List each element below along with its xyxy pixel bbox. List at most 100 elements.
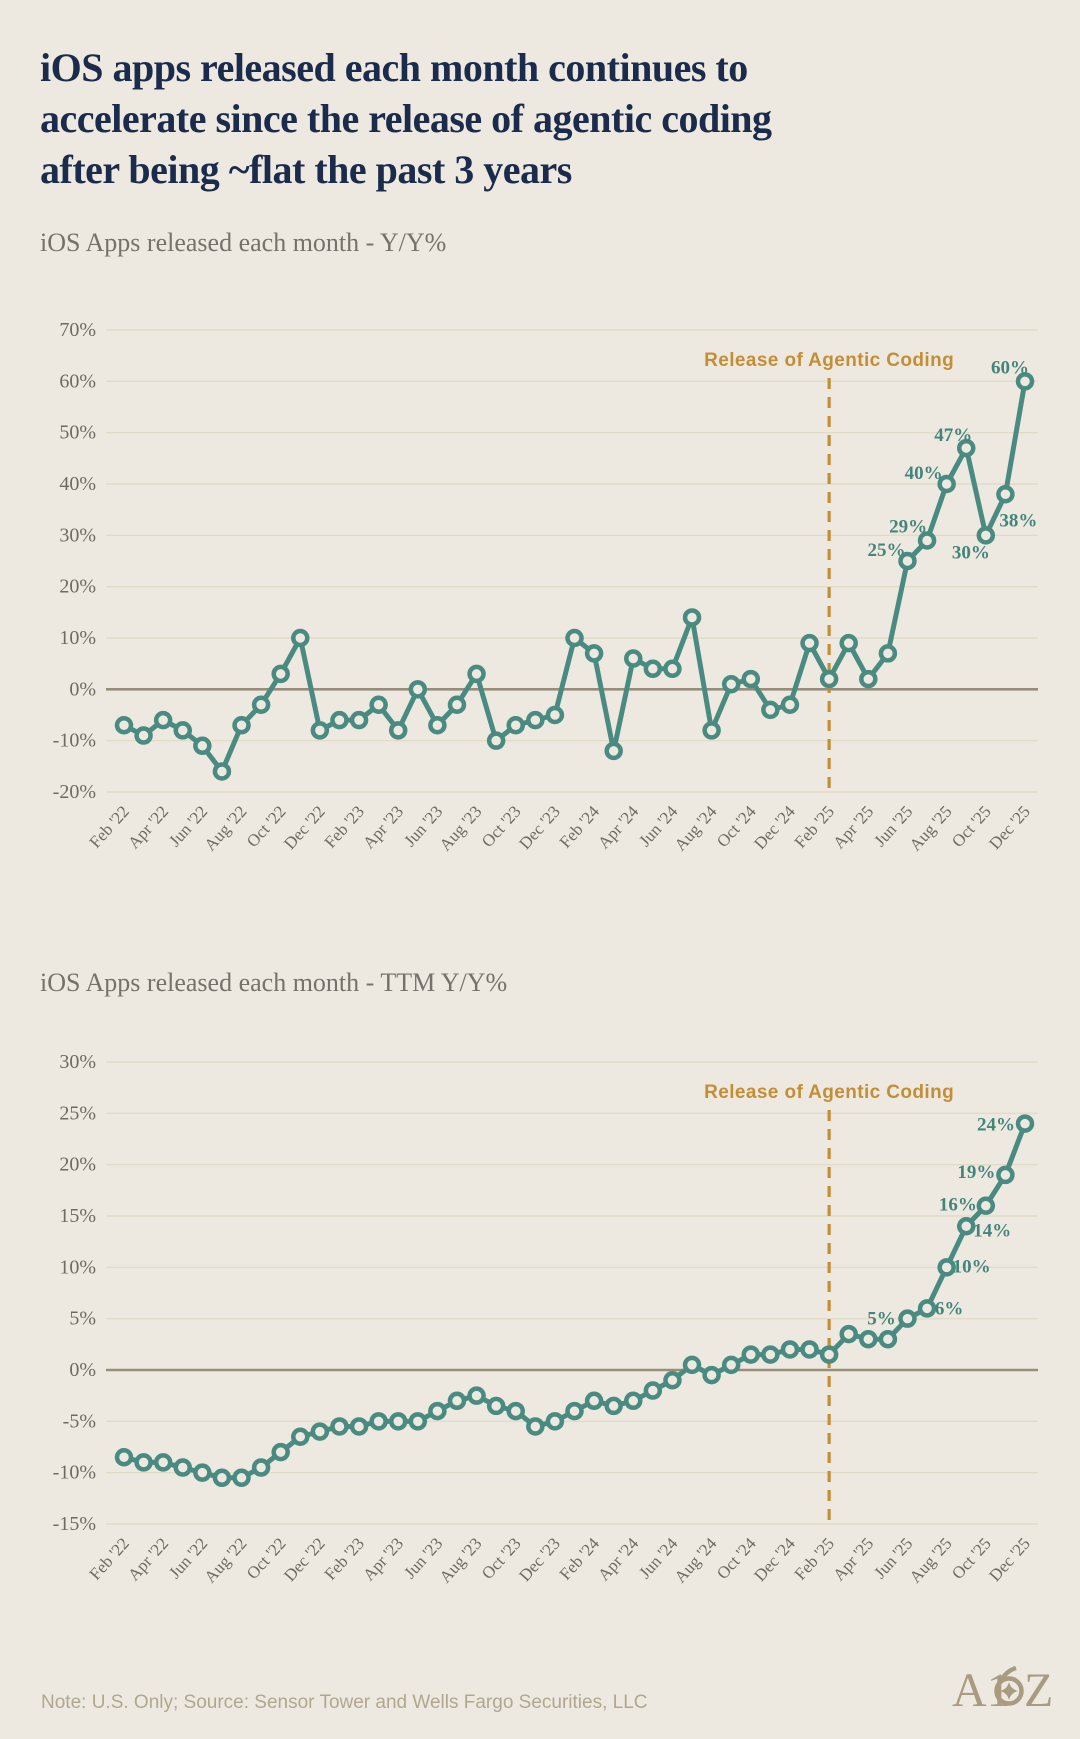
data-point [291,628,310,648]
data-point [173,1458,193,1477]
point-value-label: 6% [935,1298,964,1319]
data-point [780,1340,800,1359]
data-point [663,659,682,679]
point-value-label: 25% [867,540,905,561]
x-tick-label: Feb '22 [86,1534,133,1584]
data-point [408,1412,428,1431]
data-point [624,649,643,668]
y-tick-label: 15% [59,1205,96,1227]
data-point [604,741,623,761]
data-point [193,1463,212,1482]
logo-six-ascender [998,1665,1017,1683]
data-point [447,1391,467,1411]
x-tick-label: Apr '24 [594,802,642,853]
data-point [624,1391,643,1411]
data-point [506,1401,525,1421]
data-point [232,1468,251,1488]
x-tick-label: Aug '24 [671,802,721,855]
data-point [839,633,858,653]
x-tick-label: Apr '24 [594,1534,642,1585]
data-point [545,705,565,725]
y-tick-label: 0% [69,678,96,700]
data-point [761,1345,780,1364]
data-point [349,710,369,730]
data-point [447,695,467,714]
y-tick-label: -15% [53,1513,96,1535]
data-point [741,1345,761,1364]
x-tick-label: Dec '22 [280,1534,329,1585]
x-tick-label: Apr '25 [829,802,877,852]
data-point [271,1442,290,1462]
data-point [310,721,330,740]
y-tick-label: 5% [69,1308,96,1330]
data-point [388,1412,408,1431]
point-value-label: 29% [889,516,927,537]
page-title-line-3: after being ~flat the past 3 years [40,147,572,192]
data-point [584,1391,604,1411]
y-tick-label: 50% [59,422,96,444]
x-tick-label: Aug '25 [906,802,956,855]
x-tick-label: Feb '24 [556,802,604,852]
data-point [153,710,173,730]
data-point [330,710,349,730]
data-point [839,1324,858,1344]
logo-letter-z: Z [1024,1664,1053,1717]
y-tick-label: 10% [59,627,96,649]
x-tick-label: Apr '23 [359,802,407,852]
data-point [408,680,428,699]
data-point [369,1412,388,1431]
data-point [800,633,819,653]
data-point [976,526,996,545]
data-point [702,721,721,740]
series-line [121,1121,1028,1481]
data-point [721,1355,741,1375]
x-tick-label: Dec '25 [985,802,1034,853]
data-point [193,736,212,756]
data-point [251,1458,271,1477]
data-point [819,669,839,689]
data-point [898,1309,917,1328]
data-point [134,1453,153,1472]
point-value-label: 16% [939,1195,977,1216]
x-tick-label: Dec '23 [515,802,564,853]
x-tick-label: Feb '25 [791,1534,838,1584]
data-point [819,1345,839,1364]
data-point [271,664,290,684]
data-point [1015,372,1035,391]
page-title-line-2: accelerate since the release of agentic … [40,96,772,141]
point-value-label: 5% [867,1309,896,1330]
data-point [682,608,702,627]
x-tick-label: Dec '24 [750,802,799,853]
data-point [859,669,878,689]
x-tick-label: Feb '23 [321,1534,368,1584]
x-tick-label: Apr '22 [124,802,172,852]
x-tick-label: Apr '22 [124,1534,172,1584]
x-tick-label: Aug '22 [201,1534,251,1587]
data-point [486,1396,506,1416]
data-point [761,700,780,720]
chart-1-subtitle: iOS Apps released each month - Y/Y% [40,228,447,257]
data-point [330,1417,349,1436]
page-title: iOS apps released each month continues t… [40,42,1050,195]
x-tick-label: Aug '22 [201,802,251,855]
data-point [428,1401,447,1421]
data-point [996,1165,1015,1185]
data-point [937,474,956,494]
data-point [545,1412,565,1431]
data-point [682,1355,702,1375]
data-point [173,721,193,740]
point-value-label: 38% [999,510,1037,531]
x-tick-label: Aug '23 [436,802,486,855]
point-value-label: 10% [953,1256,991,1277]
x-tick-label: Feb '24 [556,1534,604,1584]
y-tick-label: 40% [59,473,96,495]
data-point [251,695,271,714]
data-point [212,762,232,781]
annotation-label: Release of Agentic Coding [704,350,954,371]
x-tick-label: Dec '25 [985,1534,1034,1585]
data-point [780,695,800,714]
data-point [526,1417,545,1436]
data-point [134,726,153,745]
point-value-label: 14% [973,1220,1011,1241]
point-value-label: 30% [952,542,990,563]
